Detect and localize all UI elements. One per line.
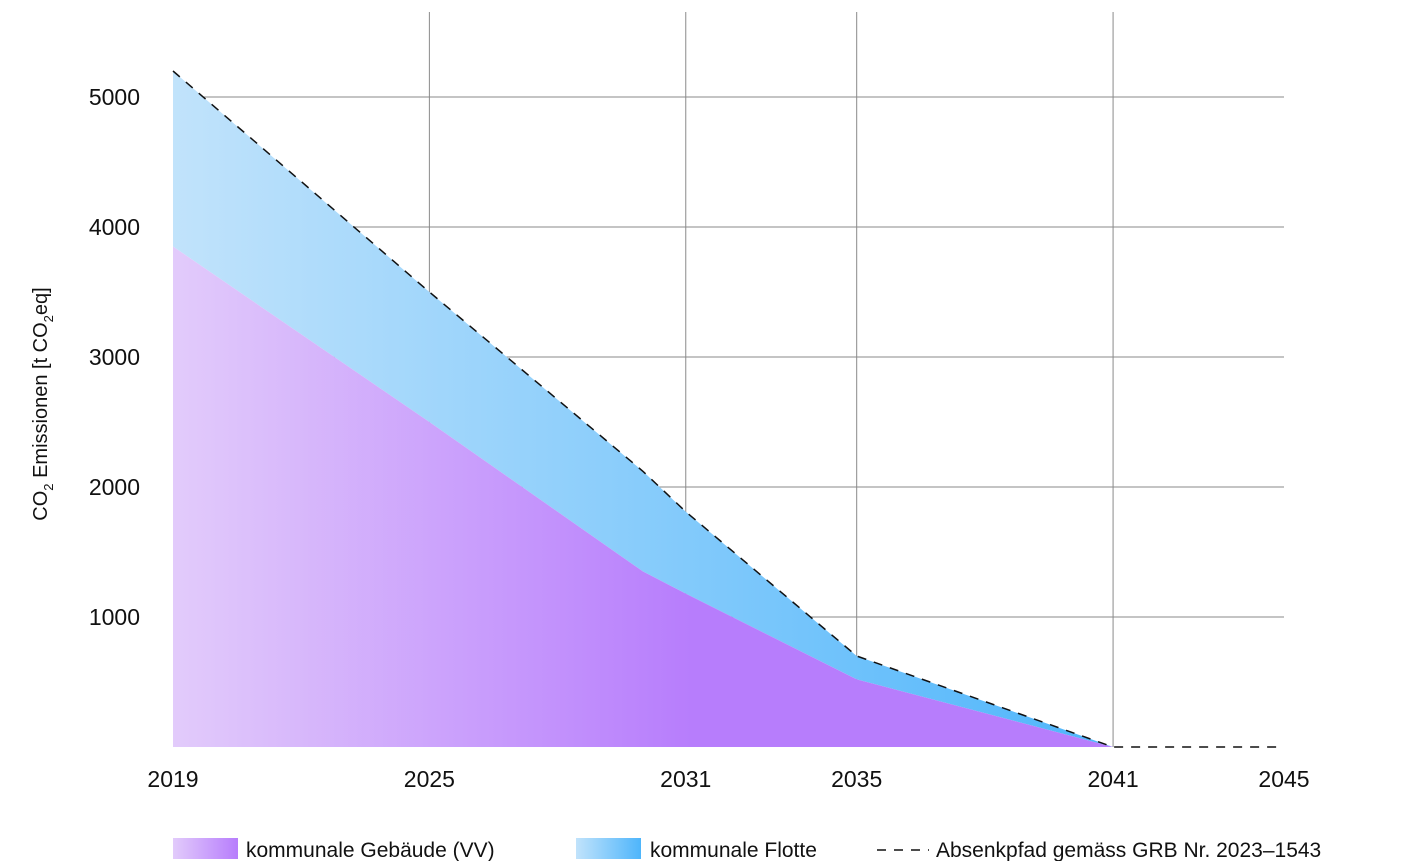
y-tick-label-3000: 3000 xyxy=(89,344,140,370)
y-axis-title-sub1: 2 xyxy=(41,483,56,490)
legend: kommunale Gebäude (VV) kommunale Flotte … xyxy=(173,838,1321,861)
legend-item-flotte: kommunale Flotte xyxy=(576,838,817,861)
x-tick-label-2035: 2035 xyxy=(831,766,882,792)
y-tick-label-1000: 1000 xyxy=(89,604,140,630)
y-tick-label-4000: 4000 xyxy=(89,214,140,240)
legend-label-absenkpfad: Absenkpfad gemäss GRB Nr. 2023–1543 xyxy=(936,839,1321,861)
y-axis-title: CO2 Emissionen [t CO2eq] xyxy=(30,287,56,520)
x-axis-tick-labels: 2019 2025 2031 2035 2041 2045 xyxy=(147,766,1309,792)
y-tick-label-5000: 5000 xyxy=(89,84,140,110)
legend-swatch-gebaeude xyxy=(173,838,238,859)
legend-item-gebaeude: kommunale Gebäude (VV) xyxy=(173,838,495,861)
legend-label-gebaeude: kommunale Gebäude (VV) xyxy=(246,839,495,861)
area-gebaeude xyxy=(173,246,1114,747)
legend-label-flotte: kommunale Flotte xyxy=(650,839,817,861)
area-layer xyxy=(173,71,1114,747)
x-tick-label-2019: 2019 xyxy=(147,766,198,792)
y-axis-title-middle: Emissionen [t CO xyxy=(30,322,52,483)
y-axis-tick-labels: 1000 2000 3000 4000 5000 xyxy=(89,84,140,630)
legend-swatch-flotte xyxy=(576,838,641,859)
y-axis-title-suffix: eq] xyxy=(30,287,52,315)
y-axis-title-prefix: CO xyxy=(30,491,52,521)
x-tick-label-2045: 2045 xyxy=(1258,766,1309,792)
x-tick-label-2031: 2031 xyxy=(660,766,711,792)
x-tick-label-2041: 2041 xyxy=(1087,766,1138,792)
legend-item-absenkpfad: Absenkpfad gemäss GRB Nr. 2023–1543 xyxy=(877,839,1321,861)
y-axis-title-sub2: 2 xyxy=(41,315,56,322)
y-tick-label-2000: 2000 xyxy=(89,474,140,500)
x-tick-label-2025: 2025 xyxy=(404,766,455,792)
